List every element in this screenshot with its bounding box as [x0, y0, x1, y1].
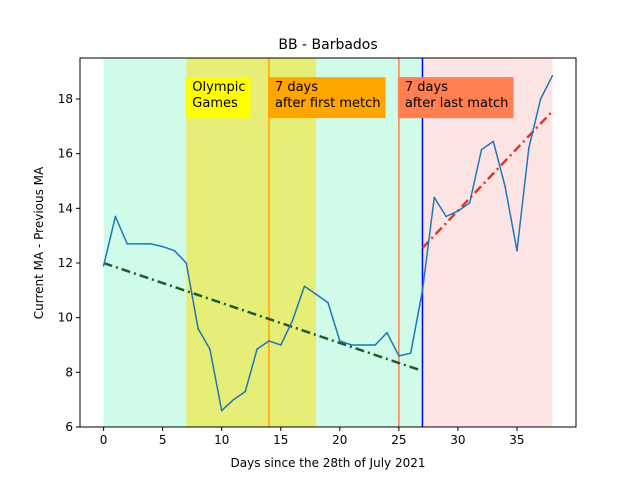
- trend-lines: [103, 110, 554, 373]
- plot-frame: [79, 57, 577, 428]
- data-point: [362, 344, 365, 346]
- data-point: [268, 340, 270, 342]
- data-point: [209, 348, 211, 350]
- data-point: [114, 215, 117, 218]
- data-point: [504, 185, 506, 188]
- data-point: [433, 196, 436, 199]
- data-point: [102, 264, 105, 267]
- data-point: [220, 409, 223, 412]
- y-tick-label: 18: [58, 92, 73, 106]
- y-axis-label: Current MA - Previous MA: [32, 166, 46, 319]
- x-axis-ticks: 0 5 10 15 20 25 30 35: [100, 427, 525, 447]
- x-tick-label: 35: [509, 433, 524, 447]
- x-tick-label: 15: [273, 433, 288, 447]
- data-point: [527, 147, 530, 149]
- data-point: [291, 319, 294, 322]
- data-point: [409, 352, 412, 355]
- x-tick-label: 10: [214, 433, 229, 447]
- y-tick-label: 16: [58, 147, 73, 161]
- data-point: [185, 262, 188, 264]
- data-point: [398, 355, 400, 357]
- data-point: [480, 148, 483, 151]
- y-tick-label: 14: [58, 201, 73, 215]
- annotation-text-2-0: 7 days: [405, 80, 448, 95]
- data-point: [516, 249, 518, 252]
- trend-line-0: [103, 261, 423, 373]
- data-point: [468, 202, 471, 204]
- x-tick-label: 5: [159, 433, 167, 447]
- data-point: [244, 390, 247, 393]
- data-point: [126, 243, 129, 245]
- band-3: [422, 58, 553, 427]
- data-point: [457, 210, 459, 212]
- data-point: [303, 285, 306, 288]
- chart-title: BB - Barbados: [278, 37, 377, 53]
- data-point: [350, 344, 353, 346]
- x-axis-label: Days since the 28th of July 2021: [231, 456, 426, 470]
- data-point: [173, 249, 176, 252]
- band-1: [186, 58, 317, 427]
- y-tick-label: 8: [65, 365, 73, 379]
- data-point: [339, 340, 341, 342]
- data-point: [374, 344, 377, 346]
- x-tick-label: 20: [332, 433, 347, 447]
- data-point: [232, 398, 235, 401]
- data-point: [492, 140, 495, 143]
- data-point: [161, 245, 164, 248]
- x-tick-label: 30: [450, 433, 465, 447]
- trend-line-1: [421, 110, 554, 249]
- data-point: [327, 301, 329, 304]
- data-point: [539, 98, 542, 100]
- annotation-text-0-0: Olympic: [192, 80, 245, 95]
- annotation-box-2: [397, 77, 514, 119]
- data-point: [386, 331, 388, 334]
- x-tick-label: 0: [100, 433, 108, 447]
- annotation-box-0: [185, 77, 251, 119]
- data-point: [150, 243, 152, 245]
- annotation-text-1-1: after first metch: [275, 96, 381, 111]
- background-bands: [103, 58, 553, 427]
- data-point: [256, 348, 258, 350]
- y-tick-label: 6: [65, 420, 73, 434]
- data-point: [197, 327, 199, 330]
- annotation-box-1: [267, 77, 386, 119]
- data-series: [102, 74, 554, 412]
- annotation-text-2-1: after last match: [405, 96, 509, 111]
- data-point: [279, 344, 282, 346]
- event-lines: [268, 58, 424, 427]
- annotation-text-1-0: 7 days: [275, 80, 318, 95]
- y-tick-label: 12: [58, 256, 73, 270]
- annotation-text-0-1: Games: [192, 96, 238, 111]
- band-0: [103, 58, 187, 427]
- y-axis-ticks: 6 8 10 12 14 16 18: [58, 92, 80, 434]
- y-tick-label: 10: [58, 311, 73, 325]
- data-point: [138, 243, 140, 245]
- data-point: [421, 289, 424, 292]
- x-tick-label: 25: [391, 433, 406, 447]
- data-point: [315, 293, 317, 296]
- data-point: [551, 74, 554, 77]
- data-point: [445, 215, 447, 218]
